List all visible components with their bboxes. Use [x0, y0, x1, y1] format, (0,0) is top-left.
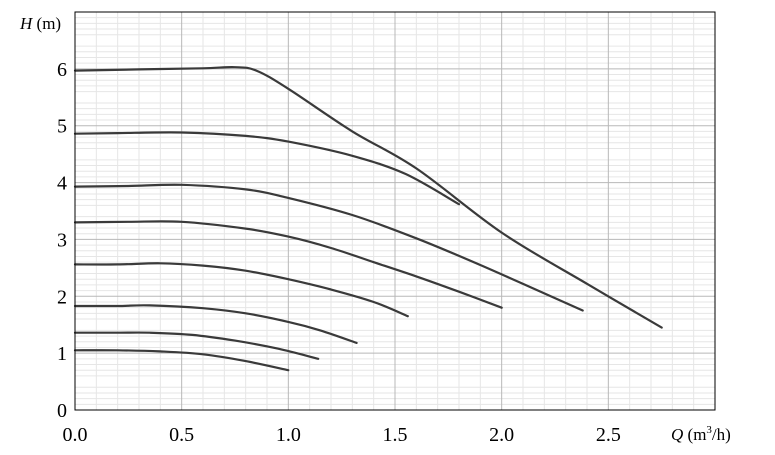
curves	[73, 66, 663, 372]
plot-frame	[74, 11, 716, 411]
y-tick-label: 3	[57, 229, 67, 251]
y-tick-label: 6	[57, 59, 67, 81]
pump-curve-series-2	[73, 131, 461, 206]
pump-curve-series-6	[73, 304, 358, 344]
x-axis-unit-close: /h)	[712, 425, 731, 444]
y-tick-label: 2	[57, 286, 67, 308]
pump-curve-series-4	[73, 220, 503, 309]
x-tick-label: 2.5	[596, 424, 621, 446]
x-tick-label: 1.0	[276, 424, 301, 446]
y-tick-label: 4	[57, 173, 67, 195]
x-axis-label: Q (m3/h)	[671, 424, 731, 444]
grid	[74, 11, 716, 411]
y-tick-label: 0	[57, 400, 67, 422]
y-axis-label: H (m)	[19, 14, 61, 33]
pump-curve-series-1	[73, 66, 663, 329]
pump-curve-series-3	[73, 183, 584, 312]
y-tick-label: 5	[57, 116, 67, 138]
y-axis-variable: H	[19, 14, 34, 33]
pump-curve-series-5	[73, 262, 409, 318]
x-axis-variable: Q	[671, 425, 683, 444]
x-tick-label: 1.5	[383, 424, 408, 446]
pump-curve-series-7	[73, 331, 320, 360]
x-tick-label: 2.0	[489, 424, 514, 446]
y-tick-label: 1	[57, 343, 67, 365]
y-axis-unit: (m)	[32, 14, 61, 33]
x-axis-unit-superscript: 3	[706, 424, 712, 436]
y-tick-labels: 0 1 2 3 4 5 6	[57, 59, 67, 422]
x-tick-labels: 0.0 0.5 1.0 1.5 2.0 2.5	[63, 424, 621, 446]
x-tick-label: 0.5	[169, 424, 194, 446]
x-tick-label: 0.0	[63, 424, 88, 446]
pump-curve-series-8	[73, 349, 290, 372]
x-axis-unit-open: (m	[683, 425, 706, 444]
